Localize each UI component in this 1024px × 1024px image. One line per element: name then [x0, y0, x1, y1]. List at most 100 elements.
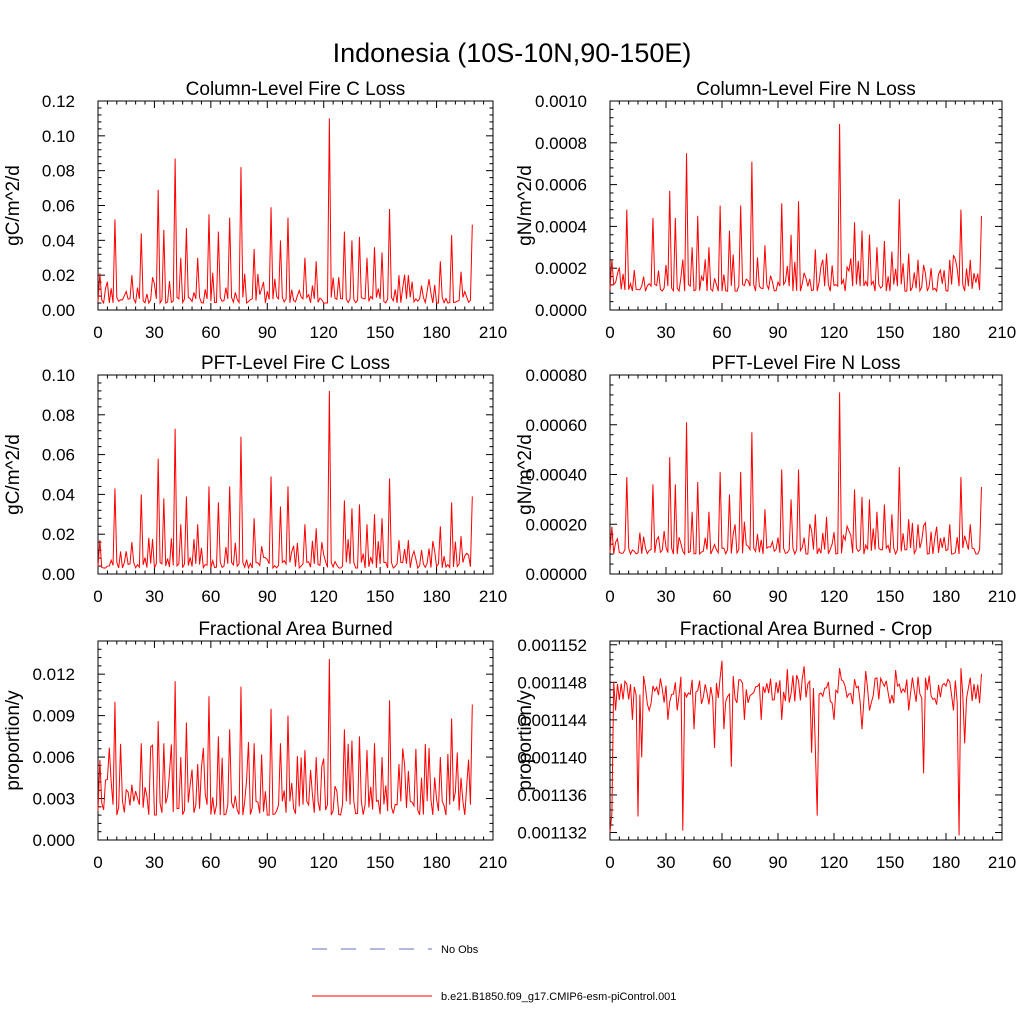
y-tick-label: 0.10 — [42, 366, 75, 385]
x-tick-label: 120 — [310, 587, 338, 606]
x-tick-label: 210 — [988, 587, 1016, 606]
y-tick-label: 0.00060 — [526, 416, 587, 435]
x-tick-label: 210 — [988, 323, 1016, 342]
panels: Column-Level Fire C Loss gC/m^2/d 0 30 60 90 1… — [3, 79, 1016, 872]
series-line — [609, 392, 982, 556]
x-tick-label: 150 — [366, 587, 394, 606]
x-tick-label: 210 — [988, 853, 1016, 872]
y-tick-label: 0.02 — [42, 525, 75, 544]
x-tick-label: 0 — [605, 853, 614, 872]
x-tick-label: 120 — [820, 853, 848, 872]
y-tick-label: 0.001136 — [517, 786, 587, 805]
y-axis-label: gN/m^2/d — [515, 434, 536, 515]
x-tick-label: 150 — [876, 853, 904, 872]
y-tick-label: 0.001152 — [517, 636, 587, 655]
x-tick-label: 30 — [145, 323, 164, 342]
x-tick-label: 90 — [258, 853, 277, 872]
panel-4: PFT-Level Fire N Loss gN/m^2/d 0 30 60 90 120 1… — [515, 353, 1016, 606]
y-tick-label: 0.00000 — [526, 565, 587, 584]
panel-title: Fractional Area Burned - Crop — [680, 619, 932, 640]
x-tick-label: 60 — [713, 853, 732, 872]
x-tick-label: 150 — [366, 323, 394, 342]
plot-frame — [97, 100, 494, 311]
x-tick-label: 120 — [310, 853, 338, 872]
y-tick-label: 0.06 — [42, 446, 75, 465]
legend-obs-label: No Obs — [441, 944, 479, 956]
y-tick-label: 0.001148 — [517, 673, 587, 692]
x-tick-label: 150 — [876, 323, 904, 342]
series-line — [609, 660, 982, 836]
y-tick-label: 0.0008 — [535, 134, 587, 153]
y-tick-label: 0.00 — [42, 301, 75, 320]
series-line — [609, 123, 982, 293]
y-tick-label: 0.04 — [42, 485, 75, 504]
x-tick-label: 60 — [201, 323, 220, 342]
y-axis-label: gC/m^2/d — [3, 165, 24, 246]
y-tick-label: 0.00020 — [526, 515, 587, 534]
series-line — [97, 658, 473, 816]
y-tick-label: 0.08 — [42, 162, 75, 181]
y-tick-label: 0.0004 — [535, 217, 587, 236]
x-tick-label: 90 — [258, 587, 277, 606]
panel-title: PFT-Level Fire N Loss — [712, 353, 901, 374]
x-tick-label: 30 — [145, 587, 164, 606]
x-tick-label: 180 — [932, 587, 960, 606]
panel-6: Fractional Area Burned - Crop proportion/… — [515, 619, 1016, 872]
y-tick-label: 0.0000 — [535, 301, 587, 320]
figure-title: Indonesia (10S-10N,90-150E) — [333, 38, 692, 68]
x-tick-label: 60 — [713, 587, 732, 606]
x-tick-label: 0 — [605, 587, 614, 606]
plot-frame — [609, 640, 1003, 841]
x-tick-label: 180 — [422, 323, 450, 342]
y-tick-label: 0.001140 — [517, 748, 587, 767]
legend-model-label: b.e21.B1850.f09_g17.CMIP6-esm-piControl.… — [441, 991, 676, 1003]
panel-title: Column-Level Fire C Loss — [186, 79, 406, 100]
y-tick-label: 0.001132 — [517, 823, 587, 842]
y-tick-label: 0.04 — [42, 231, 75, 250]
x-tick-label: 150 — [366, 853, 394, 872]
x-tick-label: 210 — [479, 323, 507, 342]
panel-3: PFT-Level Fire C Loss gC/m^2/d 0 30 60 90 120 1… — [3, 353, 507, 606]
panel-title: Fractional Area Burned — [198, 619, 392, 640]
y-axis-label: proportion/y — [3, 690, 24, 791]
y-tick-label: 0.10 — [42, 127, 75, 146]
y-tick-label: 0.0002 — [535, 259, 587, 278]
y-tick-label: 0.12 — [42, 92, 75, 111]
x-tick-label: 180 — [932, 853, 960, 872]
y-tick-label: 0.00040 — [526, 466, 587, 485]
y-tick-label: 0.0010 — [535, 92, 587, 111]
y-tick-label: 0.006 — [32, 748, 75, 767]
y-tick-label: 0.00 — [42, 565, 75, 584]
x-tick-label: 90 — [769, 587, 788, 606]
panel-5: Fractional Area Burned proportion/y 0 30 60 9… — [3, 619, 507, 872]
y-tick-label: 0.000 — [32, 831, 75, 850]
x-tick-label: 60 — [201, 587, 220, 606]
y-tick-label: 0.06 — [42, 197, 75, 216]
x-tick-label: 180 — [932, 323, 960, 342]
x-tick-label: 30 — [657, 323, 676, 342]
x-tick-label: 150 — [876, 587, 904, 606]
x-tick-label: 120 — [820, 323, 848, 342]
x-tick-label: 0 — [93, 853, 102, 872]
y-axis-label: gC/m^2/d — [3, 434, 24, 515]
x-tick-label: 60 — [201, 853, 220, 872]
y-tick-label: 0.00080 — [526, 366, 587, 385]
x-tick-label: 90 — [258, 323, 277, 342]
x-tick-label: 90 — [769, 323, 788, 342]
x-tick-label: 0 — [605, 323, 614, 342]
x-tick-label: 0 — [93, 323, 102, 342]
series-line — [97, 390, 473, 570]
y-tick-label: 0.009 — [32, 707, 75, 726]
x-tick-label: 90 — [769, 853, 788, 872]
x-tick-label: 30 — [145, 853, 164, 872]
x-tick-label: 180 — [422, 853, 450, 872]
y-tick-label: 0.08 — [42, 406, 75, 425]
y-tick-label: 0.02 — [42, 266, 75, 285]
legend: No Obs b.e21.B1850.f09_g17.CMIP6-esm-piC… — [312, 944, 676, 1003]
x-tick-label: 210 — [479, 587, 507, 606]
series-line — [97, 118, 473, 305]
x-tick-label: 120 — [820, 587, 848, 606]
x-tick-label: 210 — [479, 853, 507, 872]
y-tick-label: 0.003 — [32, 790, 75, 809]
